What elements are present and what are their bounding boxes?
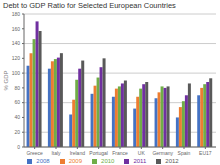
svg-text:100: 100 (12, 70, 21, 76)
svg-text:France: France (112, 150, 128, 156)
html-text:2010: 2010 (101, 158, 115, 164)
svg-text:140: 140 (12, 40, 21, 46)
svg-text:120: 120 (12, 55, 21, 61)
html-text:2008: 2008 (36, 158, 50, 164)
svg-text:Spain: Spain (178, 150, 191, 156)
html-text:2009: 2009 (68, 158, 82, 164)
svg-text:UK: UK (138, 150, 146, 156)
html-text:Debt to GDP Ratio for Selected: Debt to GDP Ratio for Selected European … (3, 1, 176, 10)
svg-text:0: 0 (17, 144, 20, 150)
html-text:2012: 2012 (165, 158, 179, 164)
svg-text:Germany: Germany (152, 150, 173, 156)
svg-text:80: 80 (14, 85, 20, 91)
svg-text:EU17: EU17 (199, 150, 212, 156)
svg-text:Italy: Italy (51, 150, 61, 156)
svg-text:60: 60 (14, 99, 20, 105)
svg-text:160: 160 (12, 26, 21, 32)
svg-text:Portugal: Portugal (89, 150, 108, 156)
svg-text:Greece: Greece (26, 150, 43, 156)
html-text:2011: 2011 (133, 158, 147, 164)
svg-text:180: 180 (12, 11, 21, 17)
svg-text:40: 40 (14, 114, 20, 120)
svg-text:% GDP: % GDP (3, 70, 9, 90)
svg-text:20: 20 (14, 129, 20, 135)
svg-text:Ireland: Ireland (70, 150, 86, 156)
